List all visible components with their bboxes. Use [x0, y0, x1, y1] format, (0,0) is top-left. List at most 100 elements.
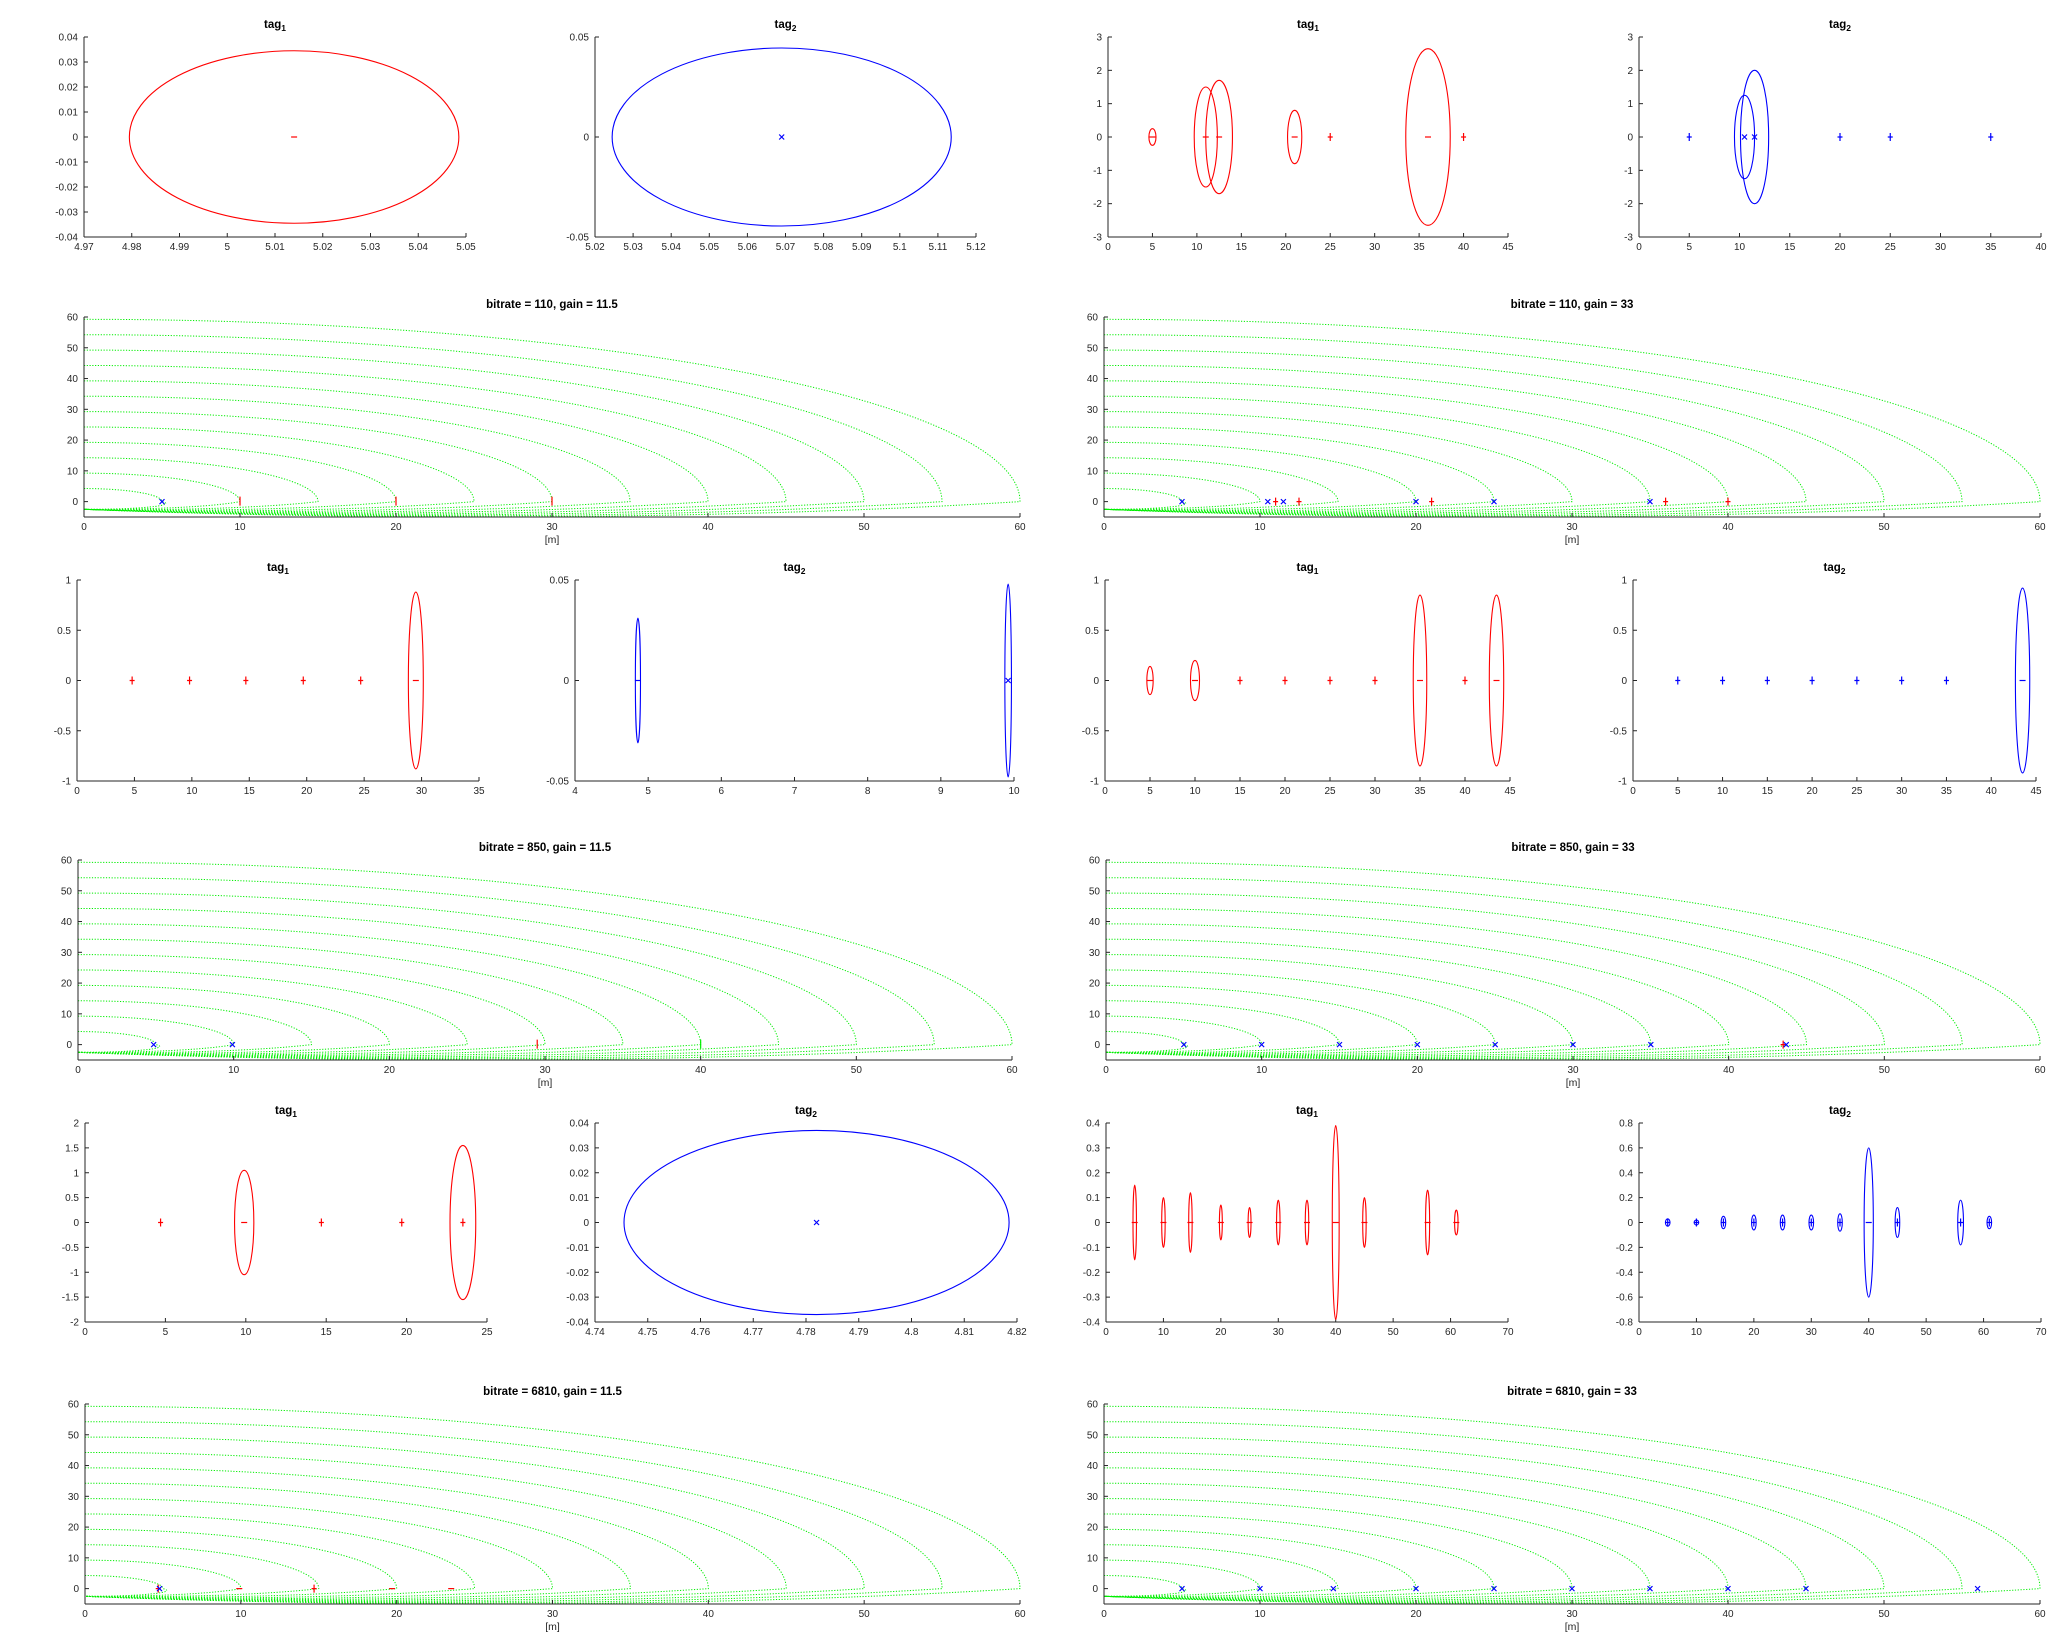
plus-marker — [358, 676, 364, 685]
data-point — [1413, 1585, 1419, 1592]
y-tick-label: 30 — [67, 405, 79, 416]
plot-title: tag2 — [775, 19, 797, 33]
data-point — [1720, 676, 1726, 685]
x-tick-label: 5.03 — [623, 242, 643, 253]
x-tick-label: 6 — [719, 786, 725, 797]
plus-marker — [318, 1218, 324, 1227]
range-arc — [1103, 411, 1573, 513]
y-tick-label: -2 — [1624, 199, 1633, 210]
y-tick-label: -1 — [1090, 777, 1099, 788]
range-arc — [77, 1000, 313, 1054]
y-tick-label: 20 — [67, 436, 79, 447]
x-tick-label: 4.82 — [1007, 1327, 1027, 1338]
x-tick-label: 5 — [1150, 242, 1156, 253]
data-point — [1005, 677, 1012, 684]
plus-marker — [1296, 497, 1302, 506]
range-arc — [1103, 1559, 1261, 1597]
x-tick-label: 60 — [1445, 1327, 1457, 1338]
y-tick-label: 0 — [1094, 1040, 1100, 1051]
data-point — [1327, 676, 1333, 685]
x-tick-label: 30 — [1566, 522, 1578, 533]
x-tick-label: 7 — [792, 786, 798, 797]
range-arc — [1103, 318, 2041, 518]
x-tick-label: 60 — [2034, 1065, 2046, 1076]
data-point — [1808, 1218, 1814, 1227]
y-tick-label: 10 — [67, 466, 79, 477]
x-tick-label: 50 — [858, 522, 870, 533]
y-tick-label: -0.5 — [1082, 726, 1100, 737]
y-tick-label: 40 — [1087, 374, 1099, 385]
data-point — [1780, 1218, 1786, 1227]
x-tick-label: 30 — [1369, 242, 1381, 253]
confidence-ellipse — [2014, 587, 2031, 774]
x-tick-label: 4.81 — [955, 1327, 975, 1338]
plot-title-subscript: 2 — [801, 566, 806, 576]
y-tick-label: 3 — [1096, 33, 1102, 44]
range-arc — [83, 411, 553, 513]
data-point — [1647, 498, 1653, 505]
x-tick-label: 0 — [74, 786, 80, 797]
y-tick-label: 50 — [1087, 1430, 1099, 1441]
plot-title-text: tag — [775, 19, 792, 31]
data-point — [1273, 497, 1279, 506]
plus-marker — [1675, 676, 1681, 685]
range-arc — [77, 877, 935, 1060]
y-tick-label: 10 — [1087, 466, 1099, 477]
data-point — [1958, 1218, 1964, 1227]
x-axis-label: [m] — [1565, 1621, 1580, 1633]
data-point — [1837, 133, 1843, 141]
y-tick-label: -1 — [62, 777, 71, 788]
y-tick-label: 2 — [1096, 66, 1102, 77]
y-tick-label: 1 — [73, 1168, 79, 1179]
x-tick-label: 20 — [1412, 1065, 1424, 1076]
y-tick-label: -1 — [70, 1268, 79, 1279]
y-tick-label: 2 — [1627, 66, 1633, 77]
plus-marker — [1282, 676, 1288, 685]
x-tick-label: 30 — [539, 1065, 551, 1076]
range-arc — [1105, 1015, 1263, 1053]
x-tick-label: 0 — [1636, 1327, 1642, 1338]
plot-title: tag2 — [795, 1105, 817, 1119]
x-tick-label: 0 — [1102, 786, 1108, 797]
x-tick-label: 10 — [1717, 786, 1729, 797]
x-tick-label: 5.1 — [893, 242, 907, 253]
y-tick-label: 60 — [61, 856, 73, 867]
plus-marker — [311, 1584, 317, 1593]
x-tick-label: 8 — [865, 786, 871, 797]
data-point — [1180, 1041, 1187, 1048]
plus-marker — [1686, 133, 1692, 141]
range-arc — [77, 969, 468, 1055]
y-tick-label: -0.5 — [62, 1243, 80, 1254]
x-tick-label: 4.76 — [691, 1327, 711, 1338]
range-arc — [83, 334, 943, 517]
x-tick-label: 15 — [321, 1327, 333, 1338]
plus-marker — [1899, 676, 1905, 685]
x-tick-label: 30 — [1896, 786, 1908, 797]
x-tick-label: 35 — [1414, 242, 1426, 253]
range-arc — [84, 1575, 168, 1597]
range-arc — [83, 488, 167, 510]
x-axis-label: [m] — [538, 1077, 553, 1089]
data-point — [1336, 1041, 1343, 1048]
plus-marker — [1327, 133, 1333, 141]
x-tick-label: 30 — [1806, 1327, 1818, 1338]
confidence-ellipse — [407, 591, 424, 770]
y-tick-label: 0 — [65, 676, 71, 687]
plus-marker — [1764, 676, 1770, 685]
y-tick-label: -2 — [70, 1318, 79, 1329]
x-tick-label: 40 — [1722, 522, 1734, 533]
y-tick-label: -1 — [1618, 777, 1627, 788]
x-marker — [1491, 1585, 1497, 1592]
x-tick-label: 5 — [1147, 786, 1153, 797]
x-tick-label: 50 — [1921, 1327, 1933, 1338]
x-tick-label: 4 — [572, 786, 578, 797]
x-tick-label: 20 — [1807, 786, 1819, 797]
x-marker — [229, 1041, 236, 1048]
range-arc — [83, 380, 709, 514]
y-tick-label: 0 — [1627, 1218, 1633, 1229]
x-tick-label: 60 — [1014, 522, 1026, 533]
x-tick-label: 10 — [186, 786, 198, 797]
